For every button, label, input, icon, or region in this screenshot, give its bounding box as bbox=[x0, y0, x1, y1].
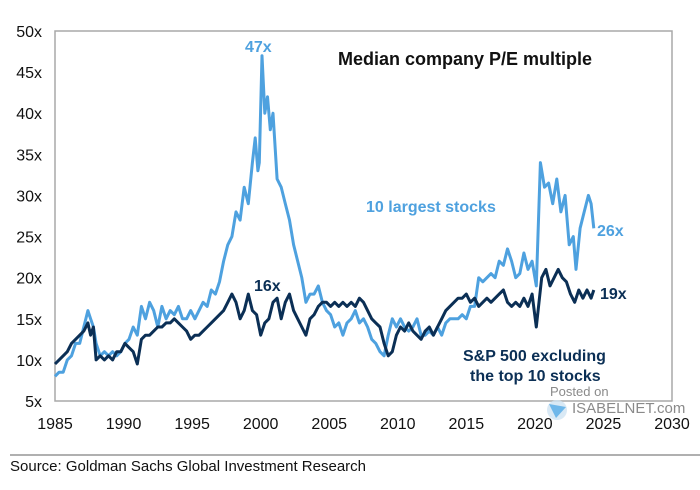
x-tick-label: 1985 bbox=[37, 416, 73, 433]
isabelnet-logo-icon bbox=[547, 400, 567, 420]
x-tick-label: 2030 bbox=[654, 416, 690, 433]
series-label-10-largest: 10 largest stocks bbox=[366, 199, 496, 216]
x-tick-label: 1995 bbox=[174, 416, 210, 433]
series-line-sp500-ex-top10 bbox=[53, 267, 596, 366]
chart-title: Median company P/E multiple bbox=[338, 49, 592, 69]
source-note: Source: Goldman Sachs Global Investment … bbox=[10, 458, 367, 475]
x-tick-label: 2005 bbox=[311, 416, 347, 433]
y-tick-label: 25x bbox=[16, 230, 42, 247]
x-tick-label: 2015 bbox=[449, 416, 485, 433]
y-tick-label: 10x bbox=[16, 353, 42, 370]
x-tick-label: 1990 bbox=[106, 416, 142, 433]
series-lines bbox=[53, 54, 596, 378]
x-tick-label: 2010 bbox=[380, 416, 416, 433]
end-label-19x: 19x bbox=[600, 286, 627, 303]
y-tick-label: 40x bbox=[16, 106, 42, 123]
y-tick-label: 30x bbox=[16, 188, 42, 205]
series-line-10-largest-stocks bbox=[53, 54, 596, 378]
peak-label-47x: 47x bbox=[245, 39, 272, 56]
y-tick-label: 5x bbox=[25, 394, 42, 411]
y-tick-label: 45x bbox=[16, 65, 42, 82]
y-tick-label: 50x bbox=[16, 24, 42, 41]
y-tick-label: 20x bbox=[16, 271, 42, 288]
end-label-26x: 26x bbox=[597, 223, 624, 240]
y-tick-label: 15x bbox=[16, 312, 42, 329]
watermark-isabelnet: ISABELNET.com bbox=[572, 400, 685, 417]
source-separator bbox=[10, 454, 700, 456]
x-tick-label: 2000 bbox=[243, 416, 279, 433]
mid-label-16x: 16x bbox=[254, 278, 281, 295]
x-tick-label: 2025 bbox=[586, 416, 622, 433]
x-axis-ticks: 1985 1990 1995 2000 2005 2010 2015 2020 2025 2030 bbox=[37, 416, 690, 433]
y-axis-ticks: 5x 10x 15x 20x 25x 30x 35x 40x 45x 50x bbox=[16, 24, 42, 411]
y-tick-label: 35x bbox=[16, 147, 42, 164]
series-label-sp500-line2: the top 10 stocks bbox=[470, 368, 601, 385]
series-label-sp500-line1: S&P 500 excluding bbox=[463, 348, 606, 365]
watermark-posted-on: Posted on bbox=[550, 384, 609, 399]
x-tick-label: 2020 bbox=[517, 416, 553, 433]
plot-area bbox=[54, 30, 673, 402]
